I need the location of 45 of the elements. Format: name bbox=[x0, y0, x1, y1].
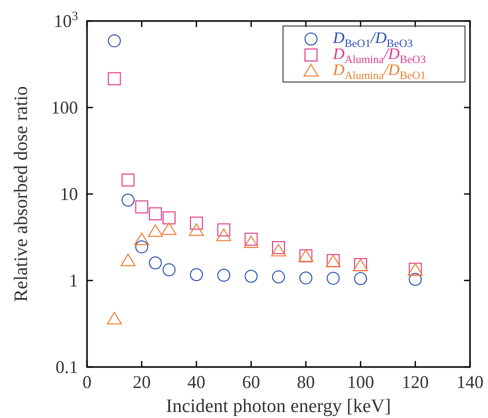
point bbox=[106, 312, 122, 324]
point bbox=[244, 270, 258, 283]
point bbox=[162, 263, 176, 276]
point bbox=[135, 200, 148, 214]
point bbox=[216, 228, 232, 242]
y-tick-label: 100 bbox=[51, 98, 78, 118]
point bbox=[190, 216, 203, 230]
x-tick-label: 120 bbox=[402, 372, 429, 392]
point bbox=[120, 254, 136, 266]
point bbox=[299, 271, 312, 284]
point bbox=[244, 236, 259, 248]
point bbox=[271, 244, 286, 256]
point bbox=[272, 270, 285, 284]
point bbox=[408, 272, 422, 286]
point bbox=[162, 222, 177, 235]
x-tick-label: 0 bbox=[82, 372, 92, 392]
point bbox=[122, 194, 135, 207]
point bbox=[217, 268, 230, 282]
x-axis-title: Incident photon energy [keV] bbox=[166, 396, 391, 417]
x-tick-label: 80 bbox=[296, 372, 315, 392]
point bbox=[148, 207, 162, 220]
point bbox=[354, 272, 368, 286]
point bbox=[326, 272, 340, 285]
point bbox=[148, 224, 163, 237]
point bbox=[135, 240, 148, 254]
y-axis-title: Relative absorbed dose ratio bbox=[11, 86, 32, 302]
x-tick-label: 140 bbox=[456, 372, 484, 392]
point bbox=[108, 34, 121, 48]
y-tick-label: 10 bbox=[60, 184, 78, 204]
point bbox=[190, 268, 203, 282]
x-tick-label: 60 bbox=[242, 372, 260, 392]
point bbox=[134, 232, 150, 246]
point bbox=[188, 223, 204, 236]
point bbox=[122, 174, 135, 187]
y-tick-label: 10$^{3}$ bbox=[54, 9, 78, 31]
point bbox=[108, 72, 121, 86]
point bbox=[244, 232, 258, 246]
x-tick-label: 40 bbox=[187, 372, 206, 392]
point bbox=[148, 256, 162, 270]
x-tick-label: 100 bbox=[347, 372, 374, 392]
y-tick-label: 1 bbox=[69, 270, 78, 290]
point bbox=[217, 223, 230, 236]
point bbox=[162, 211, 176, 224]
x-tick-label: 20 bbox=[132, 372, 151, 392]
y-tick-label: 0.1 bbox=[56, 357, 78, 377]
